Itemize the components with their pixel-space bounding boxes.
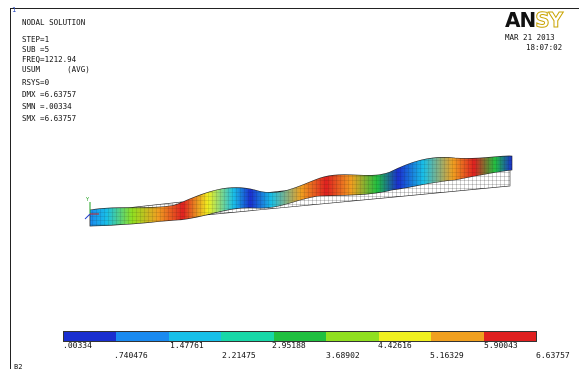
corner-label: B2	[14, 363, 23, 371]
legend-color-band	[378, 332, 432, 341]
legend-value: 3.68902	[326, 351, 360, 360]
legend-value: 2.95188	[272, 341, 306, 350]
legend-color-band	[116, 332, 169, 341]
info-usum: USUM (AVG)	[22, 65, 90, 74]
legend-color-band	[326, 332, 379, 341]
info-step: STEP=1	[22, 35, 50, 44]
legend-value: 6.63757	[536, 351, 570, 360]
info-rsys: RSYS=0	[22, 78, 50, 87]
date-stamp: MAR 21 2013	[505, 33, 555, 42]
info-smn: SMN =.00334	[22, 102, 72, 111]
legend-color-band	[64, 332, 117, 341]
axis-triad: Y	[84, 197, 99, 220]
legend-value: 5.90043	[484, 341, 518, 350]
legend-color-band	[273, 332, 327, 341]
contour-legend-bar	[63, 331, 537, 342]
legend-value: 2.21475	[222, 351, 256, 360]
legend-color-band	[168, 332, 222, 341]
legend-color-band	[221, 332, 274, 341]
legend-value: .740476	[114, 351, 148, 360]
info-sub: SUB =5	[22, 45, 50, 54]
deformed-shape	[89, 155, 513, 227]
brand-logo: ANSY	[505, 8, 564, 33]
info-title: NODAL SOLUTION	[22, 18, 86, 27]
time-stamp: 18:07:02	[526, 43, 563, 52]
window-number: 1	[12, 6, 17, 14]
legend-value: 4.42616	[378, 341, 412, 350]
legend-value: .00334	[63, 341, 92, 350]
legend-color-band	[483, 332, 536, 341]
legend-value: 1.47761	[170, 341, 204, 350]
info-dmx: DMX =6.63757	[22, 90, 77, 99]
svg-text:Y: Y	[85, 197, 90, 203]
info-smx: SMX =6.63757	[22, 114, 77, 123]
info-freq: FREQ=1212.94	[22, 55, 77, 64]
legend-color-band	[431, 332, 484, 341]
legend-value: 5.16329	[430, 351, 464, 360]
